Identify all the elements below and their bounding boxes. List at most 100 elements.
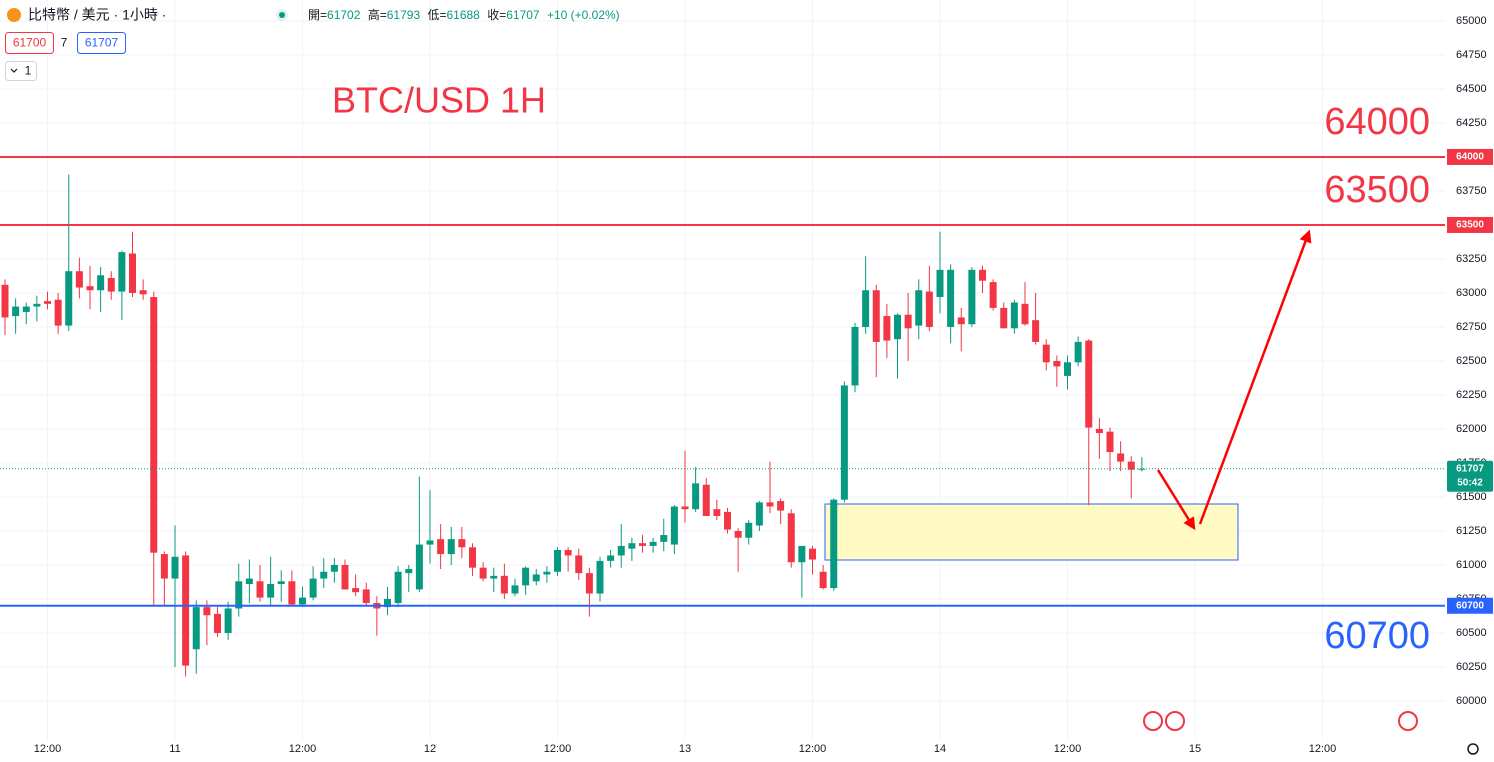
price-axis — [1445, 0, 1494, 740]
x-tick-label: 13 — [679, 743, 691, 755]
candle-body — [362, 589, 370, 604]
change: +10 (+0.02%) — [547, 8, 620, 22]
candle-body — [862, 290, 870, 327]
candle-body — [341, 564, 349, 590]
support-zone — [824, 503, 1239, 561]
ohlc-label: 低= — [427, 8, 446, 22]
candle-body — [107, 277, 115, 292]
candle-body — [54, 299, 62, 326]
candle-body — [575, 555, 583, 574]
candle-body — [968, 269, 976, 325]
ask: 61707 — [85, 36, 119, 50]
bid-box[interactable] — [5, 32, 54, 54]
candle-body — [490, 575, 498, 579]
candle-body — [309, 578, 317, 598]
y-tick-label: 62000 — [1456, 423, 1487, 435]
level-tag — [1447, 597, 1493, 614]
y-tick-label: 61000 — [1456, 559, 1487, 571]
candle-body — [469, 547, 476, 568]
arrow-up — [1198, 229, 1312, 525]
candle-body — [224, 608, 232, 633]
y-tick-label: 61500 — [1456, 491, 1487, 503]
candle-body — [1032, 320, 1040, 342]
status-dot — [279, 12, 285, 18]
last-price-label: 61707 — [1456, 463, 1484, 474]
candle-body — [426, 540, 434, 545]
y-tick-label: 60500 — [1456, 627, 1487, 639]
candle-body — [118, 252, 126, 292]
candle-body — [596, 560, 604, 594]
candle-body — [1138, 468, 1146, 470]
candle-body — [171, 556, 179, 579]
candle-body — [256, 581, 264, 598]
candle-body — [1053, 360, 1061, 367]
spread: 7 — [61, 36, 68, 50]
event-flag[interactable] — [1165, 711, 1185, 731]
candle-body — [320, 571, 328, 579]
ohlc-label: 開= — [308, 8, 327, 22]
candle-body — [458, 539, 466, 548]
candle-body — [607, 555, 615, 561]
candle-body — [554, 550, 561, 572]
candle-body — [394, 571, 402, 604]
candle-body — [1074, 341, 1082, 363]
candle-body — [500, 575, 508, 594]
candle-body — [405, 569, 413, 574]
ohlc-value: 61707 — [506, 8, 540, 22]
candle-body — [925, 291, 933, 327]
y-tick-label: 60000 — [1456, 695, 1487, 707]
candle-body — [724, 511, 731, 530]
level-tag — [1447, 216, 1493, 233]
candle-body — [214, 613, 221, 633]
candle-body — [245, 578, 253, 585]
candle-body — [277, 581, 285, 585]
ask-box[interactable] — [77, 32, 126, 54]
candle-body — [511, 585, 519, 594]
coin-icon — [7, 8, 21, 22]
level-tag-label: 60700 — [1456, 600, 1484, 611]
candle-body — [150, 297, 158, 553]
candle-body — [522, 567, 530, 586]
y-tick-label: 61250 — [1456, 525, 1487, 537]
candle-body — [532, 574, 540, 582]
candle-body — [787, 513, 795, 563]
candle-body — [299, 597, 306, 605]
candle-body — [957, 317, 965, 325]
candle-body — [936, 269, 944, 298]
candle-body — [65, 271, 73, 326]
indicator-count: 1 — [25, 64, 32, 78]
candle-body — [384, 598, 391, 608]
candle-body — [660, 535, 668, 542]
arrow-down — [1156, 469, 1196, 531]
candle-body — [1, 284, 9, 318]
candle-body — [702, 484, 710, 517]
candle-body — [22, 306, 30, 312]
candle-body — [1106, 431, 1114, 453]
settings-icon[interactable] — [1467, 743, 1479, 755]
x-tick-label: 12:00 — [34, 743, 62, 755]
candle-body — [1021, 303, 1029, 325]
ohlc-label: 高= — [368, 7, 387, 22]
candle-body — [798, 545, 806, 563]
candle-body — [872, 290, 880, 342]
y-tick-label: 62250 — [1456, 389, 1487, 401]
x-tick-label: 12:00 — [1309, 743, 1337, 755]
candle-body — [1000, 307, 1008, 329]
candle-body — [44, 301, 51, 304]
y-tick-label: 64500 — [1456, 83, 1487, 95]
candle-body — [585, 573, 593, 594]
event-flag[interactable] — [1398, 711, 1418, 731]
candle-body — [713, 509, 721, 517]
indicator-toggle[interactable] — [5, 61, 37, 81]
x-tick-label: 12:00 — [544, 743, 572, 755]
event-flag[interactable] — [1143, 711, 1163, 731]
candle-body — [1042, 344, 1050, 363]
candle-body — [1095, 428, 1103, 434]
level-annotation: 64000 — [1324, 101, 1430, 143]
candle-body — [33, 303, 41, 307]
candle-body — [288, 581, 296, 605]
x-tick-label: 12:00 — [289, 743, 317, 755]
x-tick-label: 12:00 — [1054, 743, 1082, 755]
candle-body — [203, 607, 211, 616]
